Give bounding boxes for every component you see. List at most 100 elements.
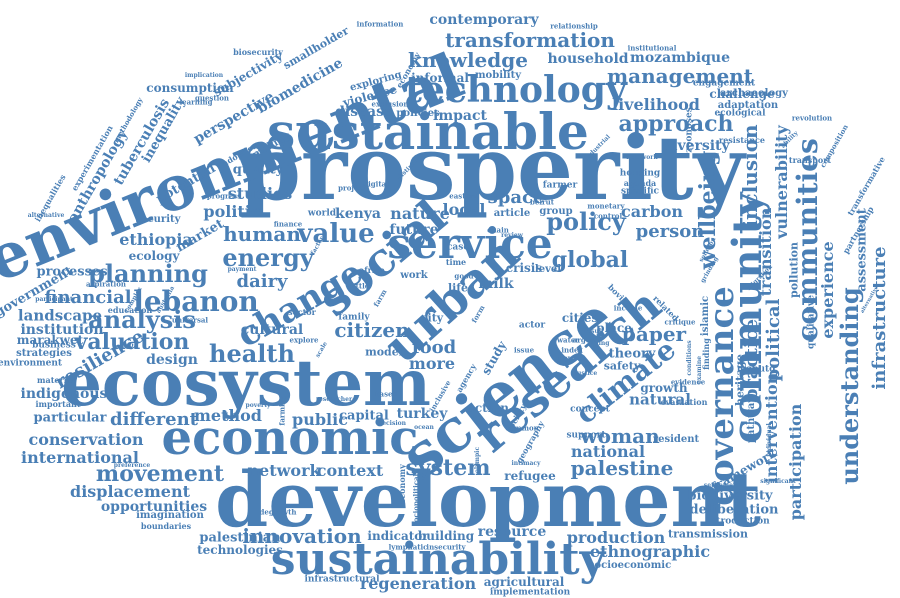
- word-pollution: pollution: [787, 242, 801, 298]
- word-indicator: indicator: [367, 529, 429, 543]
- word-engagement: engagement: [692, 78, 756, 89]
- word-development: development: [215, 455, 761, 544]
- word-good: good: [454, 271, 474, 281]
- word-qualitative: qualitative: [806, 294, 817, 350]
- word-world: world: [307, 208, 337, 219]
- word-evidence: evidence: [670, 377, 706, 387]
- word-payment: payment: [227, 266, 257, 273]
- word-transmission: transmission: [668, 527, 748, 541]
- word-based: based: [374, 389, 398, 399]
- word-method: method: [194, 406, 262, 425]
- word-sector: sector: [288, 307, 316, 317]
- word-international: international: [21, 448, 139, 467]
- word-revolution: revolution: [791, 113, 833, 123]
- word-pathway: pathway: [746, 396, 757, 444]
- word-universal: universal: [171, 315, 209, 325]
- word-learning: learning: [179, 97, 213, 107]
- word-ethnographic: ethnographic: [589, 542, 711, 561]
- word-islamic: islamic: [700, 295, 711, 337]
- word-information: information: [356, 19, 404, 29]
- word-settlement: settlement: [703, 482, 741, 489]
- word-public: public: [292, 410, 348, 429]
- word-diversity: diversity: [662, 138, 730, 154]
- word-question: question: [194, 93, 230, 103]
- word-natural: natural: [629, 390, 691, 409]
- word-local: local: [442, 200, 486, 219]
- word-understanding: understanding: [835, 287, 864, 485]
- word-indigenous: indigenous: [20, 386, 108, 402]
- word-insecurity: insecurity: [426, 542, 466, 552]
- word-production: production: [566, 528, 666, 547]
- word-policies: policies: [396, 108, 440, 119]
- word-institutional: institutional: [627, 43, 677, 53]
- word-palestinian: palestinian: [199, 530, 281, 546]
- word-boundaries: boundaries: [140, 521, 192, 531]
- word-cities: cities: [561, 311, 599, 325]
- word-management: management: [607, 64, 753, 88]
- word-relationship: relationship: [550, 21, 598, 31]
- word-displacement: displacement: [70, 482, 190, 501]
- word-mobility: mobility: [474, 70, 522, 81]
- word-impact: impact: [433, 108, 487, 124]
- word-consumption: consumption: [146, 81, 234, 95]
- word-deliberation: deliberation: [689, 502, 779, 518]
- word-water: water: [557, 335, 579, 345]
- word-introduction: introduction: [706, 516, 770, 527]
- word-challenge: challenge: [709, 87, 775, 101]
- word-ethiopia: ethiopia: [119, 230, 193, 249]
- word-household: household: [547, 51, 629, 67]
- word-conservation: conservation: [28, 430, 144, 449]
- word-income: income: [613, 303, 643, 313]
- word-farming: farming: [277, 394, 287, 426]
- word-nature: nature: [390, 204, 450, 223]
- word-environment: environment: [0, 358, 63, 369]
- word-zoonoses: zoonoses: [684, 107, 695, 153]
- word-intimacy: intimacy: [511, 460, 541, 467]
- word-preference: preference: [113, 462, 151, 469]
- word-transport: transport: [788, 155, 832, 165]
- word-monetary: monetary: [587, 201, 625, 211]
- word-economic: economic: [161, 410, 419, 466]
- word-review: review: [501, 232, 523, 239]
- word-actor: actor: [518, 320, 546, 331]
- word-sociopolitical: sociopolitical: [411, 473, 421, 527]
- word-ocean: ocean: [414, 424, 434, 431]
- word-quality: quality: [232, 162, 284, 178]
- word-resource: resource: [477, 524, 547, 540]
- word-national: national: [570, 442, 646, 461]
- word-different: different: [110, 409, 198, 430]
- word-model: model: [365, 345, 403, 359]
- word-city: city: [420, 311, 444, 325]
- word-design: design: [146, 352, 198, 368]
- word-analysis: analysis: [88, 305, 196, 334]
- word-network: network: [247, 461, 321, 480]
- word-experience: experience: [818, 241, 837, 339]
- word-energy: energy: [222, 243, 314, 272]
- word-issue: issue: [513, 345, 535, 355]
- word-common: common: [505, 423, 539, 433]
- word-agricultural: agricultural: [483, 575, 565, 589]
- word-eastern: eastern: [449, 191, 479, 201]
- word-olympic: olympic: [474, 446, 481, 474]
- word-human: human: [223, 222, 301, 246]
- word-safety: safety: [603, 359, 641, 373]
- word-paper: paper: [621, 322, 687, 346]
- word-particular: particular: [33, 410, 107, 426]
- word-evaluation: evaluation: [660, 397, 708, 407]
- word-finding: finding: [701, 338, 711, 370]
- word-context: context: [316, 461, 384, 480]
- word-kenya: kenya: [335, 206, 381, 222]
- word-heritage: heritage: [733, 354, 747, 406]
- word-fieldwork: fieldwork: [626, 154, 658, 161]
- word-resident: resident: [652, 434, 700, 445]
- word-system: system: [405, 455, 491, 481]
- word-ecosystem: ecosystem: [61, 346, 431, 421]
- word-archaeology: archaeology: [720, 88, 788, 99]
- word-person: person: [635, 221, 705, 242]
- word-adaptation: adaptation: [717, 100, 779, 111]
- word-argue: argue: [572, 335, 596, 345]
- word-time: time: [445, 257, 467, 267]
- word-life: life: [447, 281, 469, 295]
- word-food: food: [411, 337, 457, 358]
- word-project: project: [338, 183, 366, 193]
